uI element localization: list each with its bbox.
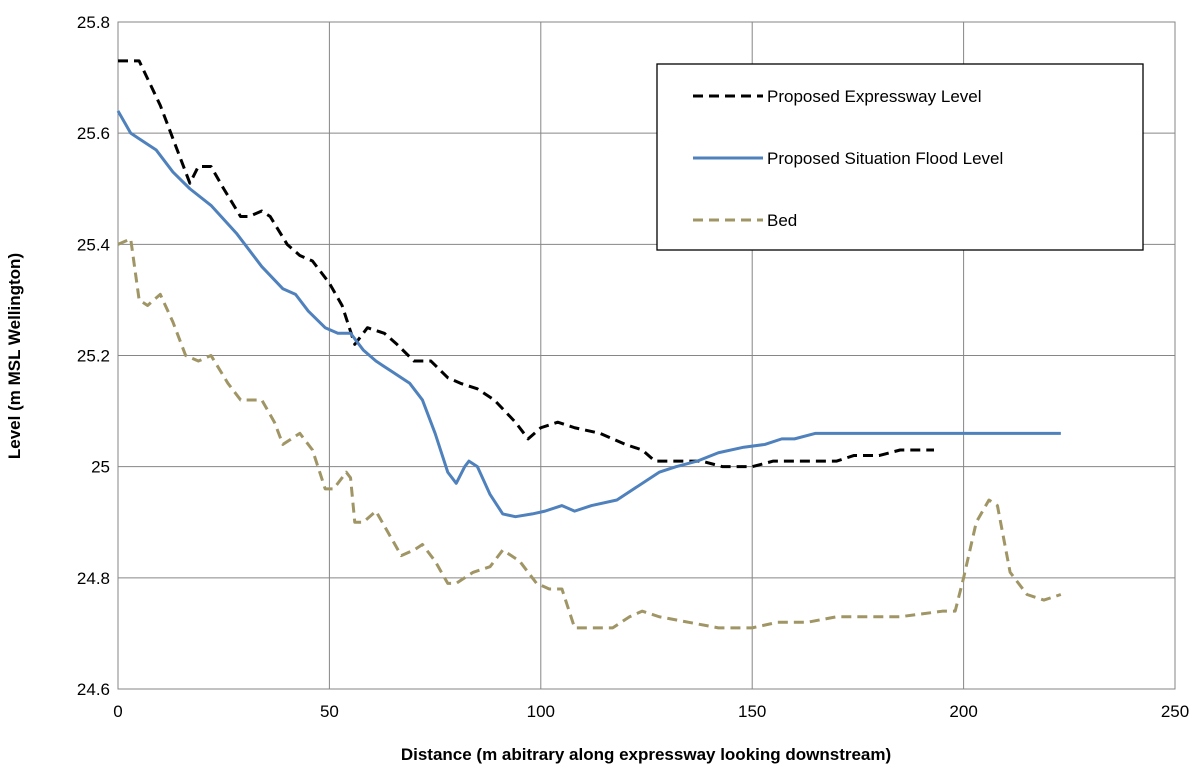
y-tick-label: 25.6 xyxy=(77,124,110,143)
x-tick-label: 0 xyxy=(113,702,122,721)
x-tick-label: 50 xyxy=(320,702,339,721)
y-tick-label: 25.2 xyxy=(77,347,110,366)
series-line xyxy=(117,237,1062,630)
y-tick-label: 24.8 xyxy=(77,569,110,588)
x-axis-title: Distance (m abitrary along expressway lo… xyxy=(401,745,891,764)
x-tick-label: 200 xyxy=(949,702,977,721)
y-tick-label: 25.8 xyxy=(77,13,110,32)
series-line xyxy=(116,110,1061,519)
y-axis-title: Level (m MSL Wellington) xyxy=(5,253,24,459)
y-tick-label: 25.4 xyxy=(77,235,110,254)
x-tick-label: 150 xyxy=(738,702,766,721)
plot-border xyxy=(117,21,1176,690)
x-tick-label: 100 xyxy=(527,702,555,721)
legend-label: Proposed Situation Flood Level xyxy=(767,149,1003,168)
legend-label: Proposed Expressway Level xyxy=(767,87,982,106)
x-tick-label: 250 xyxy=(1161,702,1189,721)
y-tick-label: 24.6 xyxy=(77,680,110,699)
series-line xyxy=(118,59,935,469)
legend-label: Bed xyxy=(767,211,797,230)
y-tick-label: 25 xyxy=(91,458,110,477)
